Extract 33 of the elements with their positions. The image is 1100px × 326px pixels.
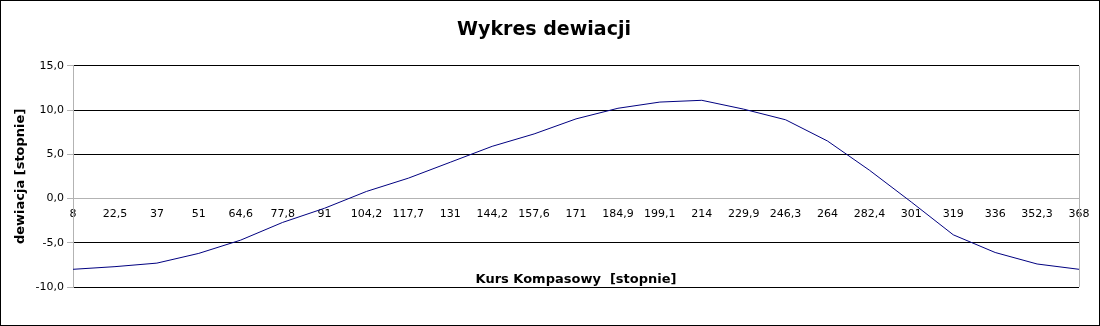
x-axis-title: Kurs Kompasowy [stopnie] xyxy=(475,270,677,286)
y-axis-title: dewiacja [stopnie] xyxy=(12,108,28,245)
x-tick-label: 144,2 xyxy=(476,206,508,220)
x-tick-label: 368 xyxy=(1068,206,1090,220)
x-tick-label: 91 xyxy=(317,206,332,220)
x-tick-label: 131 xyxy=(439,206,461,220)
x-tick-label: 184,9 xyxy=(602,206,634,220)
y-tick-label: -10,0 xyxy=(35,279,65,293)
y-tick-label: 10,0 xyxy=(39,102,65,116)
y-tick-label: 15,0 xyxy=(39,58,65,72)
x-tick-label: 214 xyxy=(691,206,713,220)
x-tick-label: 319 xyxy=(942,206,964,220)
x-tick-label: 282,4 xyxy=(853,206,886,220)
x-tick-label: 336 xyxy=(984,206,1006,220)
x-tick-label: 352,3 xyxy=(1021,206,1053,220)
x-tick-label: 301 xyxy=(900,206,922,220)
x-tick-label: 171 xyxy=(565,206,587,220)
x-tick-label: 37 xyxy=(149,206,164,220)
x-tick-label: 264 xyxy=(817,206,839,220)
y-tick-label: 5,0 xyxy=(46,147,65,161)
x-tick-label: 104,2 xyxy=(350,206,383,220)
x-tick-label: 22,5 xyxy=(102,206,128,220)
x-tick-label: 157,6 xyxy=(518,206,550,220)
y-tick-label: 0,0 xyxy=(46,191,65,205)
y-tick-label: -5,0 xyxy=(42,235,65,249)
x-tick-label: 51 xyxy=(191,206,206,220)
x-tick-label: 246,3 xyxy=(769,206,802,220)
x-tick-label: 229,9 xyxy=(727,206,760,220)
x-tick-label: 64,6 xyxy=(228,206,253,220)
chart-title: Wykres dewiacji xyxy=(457,17,631,40)
x-tick-label: 199,1 xyxy=(644,206,676,220)
x-tick-label: 77,8 xyxy=(270,206,295,220)
x-tick-label: 117,7 xyxy=(392,206,425,220)
